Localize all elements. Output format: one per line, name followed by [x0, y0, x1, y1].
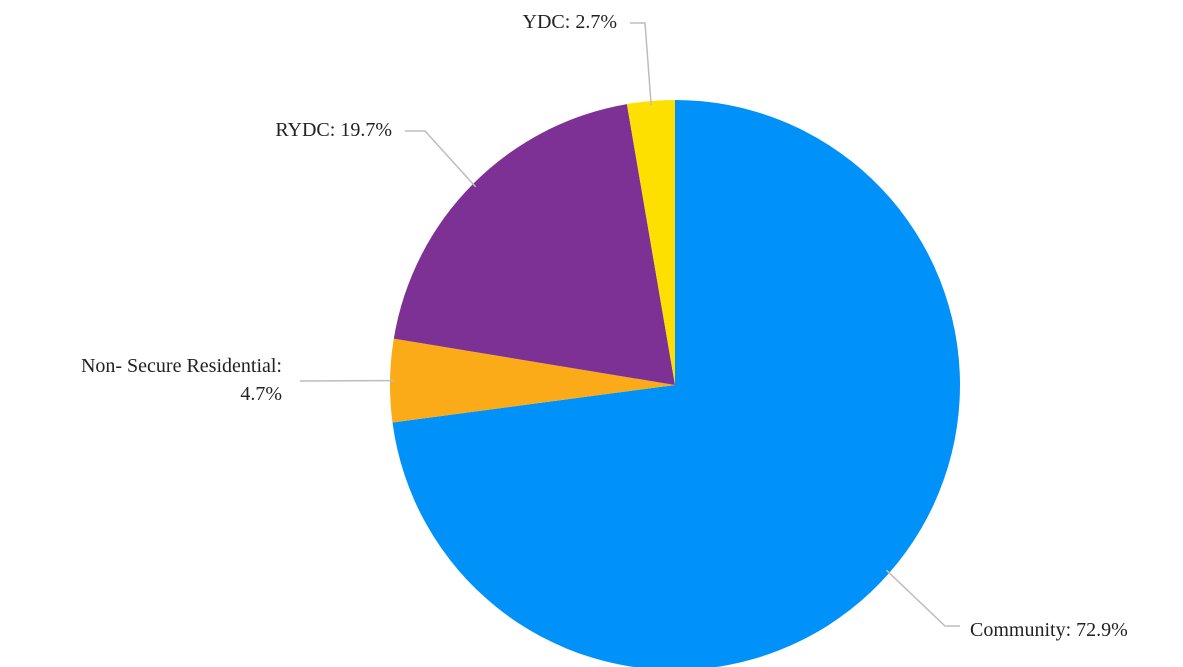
data-label: Non- Secure Residential: 4.7% [81, 355, 282, 405]
leader-line [885, 569, 960, 627]
pie-slice [393, 104, 675, 385]
leader-line [630, 22, 652, 106]
data-label: YDC: 2.7% [523, 11, 617, 33]
data-label-line: 4.7% [240, 383, 282, 405]
data-label-line: Non- Secure Residential: [81, 355, 282, 377]
data-label: Community: 72.9% [970, 619, 1128, 641]
data-label-line: YDC: 2.7% [523, 11, 617, 33]
data-label-line: RYDC: 19.7% [275, 119, 392, 141]
pie-slice [626, 100, 675, 385]
data-label: RYDC: 19.7% [275, 119, 392, 141]
data-label-line: Community: 72.9% [970, 619, 1128, 641]
pie-slice [390, 338, 675, 423]
leader-line [405, 130, 477, 188]
pie-slice [392, 100, 960, 667]
